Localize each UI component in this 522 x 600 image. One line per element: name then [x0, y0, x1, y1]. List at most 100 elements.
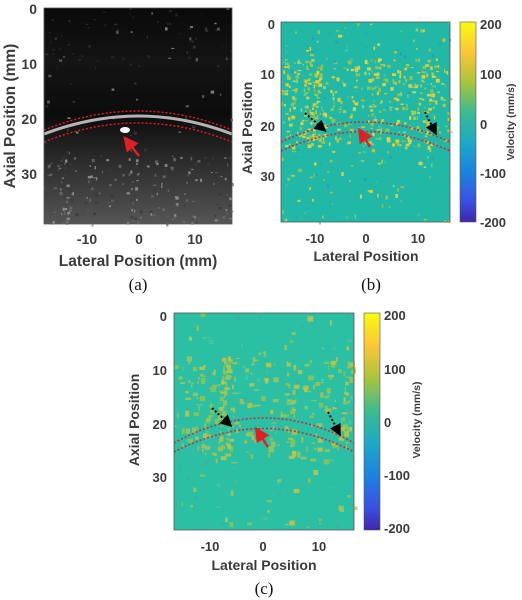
speckle-mark [404, 55, 407, 58]
speckle-mark [281, 101, 283, 106]
speckle-mark [371, 143, 375, 146]
speckle-mark [193, 45, 196, 49]
speckle-mark [195, 38, 198, 40]
speckle-mark [301, 123, 304, 126]
speckle-mark [380, 120, 383, 124]
speckle-mark [447, 220, 450, 222]
speckle-mark [256, 378, 261, 382]
speckle-mark [252, 404, 257, 408]
speckle-mark [188, 27, 192, 30]
speckle-mark [411, 112, 414, 116]
speckle-mark [310, 59, 312, 61]
speckle-mark [377, 162, 381, 165]
speckle-mark [60, 164, 63, 167]
speckle-mark [425, 126, 428, 129]
speckle-mark [44, 142, 47, 145]
speckle-mark [189, 37, 192, 41]
speckle-mark [378, 88, 381, 93]
speckle-mark [309, 415, 314, 419]
speckle-mark [316, 104, 318, 107]
speckle-mark [252, 357, 256, 363]
speckle-mark [310, 116, 314, 119]
speckle-mark [332, 93, 335, 97]
speckle-mark [323, 459, 330, 465]
speckle-mark [209, 387, 211, 390]
speckle-mark [60, 188, 62, 191]
speckle-mark [134, 82, 137, 85]
speckle-mark [322, 112, 327, 116]
speckle-mark [192, 215, 195, 218]
speckle-mark [387, 65, 389, 68]
speckle-mark [210, 386, 217, 393]
speckle-mark [447, 111, 450, 116]
speckle-mark [414, 83, 416, 86]
speckle-mark [335, 30, 339, 32]
speckle-mark [156, 162, 159, 166]
speckle-mark [192, 125, 196, 129]
speckle-mark [180, 382, 185, 385]
speckle-mark [389, 109, 392, 111]
speckle-mark [213, 182, 215, 185]
speckle-mark [397, 70, 400, 74]
speckle-mark [434, 100, 438, 103]
speckle-mark [152, 184, 157, 186]
speckle-mark [171, 218, 174, 221]
speckle-mark [182, 220, 186, 223]
speckle-mark [367, 62, 369, 65]
speckle-mark [202, 337, 206, 339]
speckle-mark [98, 192, 101, 195]
speckle-mark [337, 448, 339, 451]
speckle-mark [108, 205, 112, 208]
speckle-mark [296, 79, 298, 83]
speckle-mark [431, 72, 434, 77]
speckle-mark [201, 443, 206, 449]
speckle-mark [226, 374, 231, 379]
speckle-mark [298, 153, 300, 156]
panel-c-cbar-tick: -100 [384, 468, 410, 483]
speckle-mark [373, 119, 378, 122]
speckle-mark [89, 165, 91, 167]
panel-b-arrow-black-right [424, 111, 437, 136]
speckle-mark [116, 30, 119, 34]
speckle-mark [199, 366, 205, 371]
speckle-mark [161, 185, 163, 188]
speckle-mark [312, 133, 315, 138]
speckle-mark [347, 96, 350, 98]
speckle-mark [95, 67, 97, 70]
speckle-mark [52, 211, 56, 213]
speckle-mark [284, 92, 289, 96]
speckle-mark [203, 157, 207, 159]
speckle-mark [295, 429, 297, 431]
speckle-mark [109, 183, 112, 187]
speckle-mark [311, 138, 316, 141]
speckle-mark [371, 135, 374, 137]
speckle-mark [312, 103, 316, 107]
speckle-mark [434, 65, 437, 68]
speckle-mark [263, 516, 268, 520]
speckle-mark [423, 219, 427, 221]
panel-c-cbar-label: Velocity (mm/s) [411, 381, 423, 458]
speckle-mark [110, 194, 114, 198]
panel-c-cbar-tick: 200 [384, 308, 406, 323]
speckle-mark [340, 101, 343, 105]
speckle-mark [308, 139, 311, 143]
speckle-mark [189, 397, 192, 400]
speckle-mark [244, 376, 249, 380]
speckle-mark [305, 60, 308, 64]
speckle-mark [342, 371, 344, 375]
speckle-mark [222, 405, 225, 408]
speckle-mark [432, 85, 436, 88]
speckle-mark [338, 369, 342, 373]
speckle-mark [421, 98, 425, 101]
speckle-mark [56, 67, 58, 69]
speckle-mark [134, 209, 136, 213]
speckle-mark [343, 67, 346, 69]
speckle-mark [111, 200, 115, 202]
panel-b: 0 10 20 30 -10 0 10 Lateral Position Axi… [239, 17, 517, 294]
speckle-mark [122, 183, 124, 186]
speckle-mark [306, 50, 310, 52]
speckle-mark [434, 77, 438, 79]
speckle-mark [209, 403, 213, 409]
speckle-mark [267, 509, 270, 513]
speckle-mark [376, 72, 380, 76]
